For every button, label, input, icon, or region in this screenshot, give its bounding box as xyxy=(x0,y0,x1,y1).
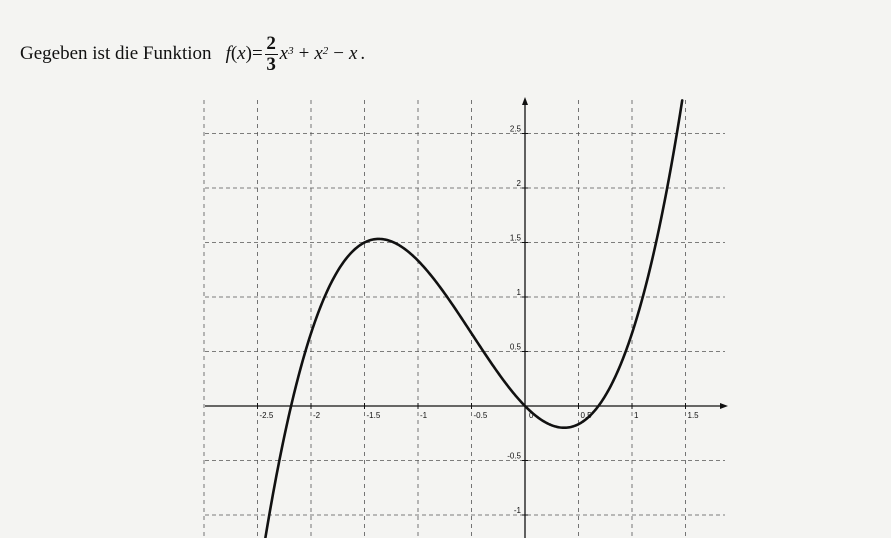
linear-term-variable: x xyxy=(348,43,358,64)
plus-sign: + xyxy=(298,43,310,64)
square-term-variable: x xyxy=(314,43,323,64)
y-tick-label: 0.5 xyxy=(510,343,522,352)
axes xyxy=(205,97,728,538)
y-tick-label: 2 xyxy=(517,179,522,188)
equals-sign: = xyxy=(251,43,263,64)
tick-labels: -2.5 -2 -1.5 -1 -0.5 0.5 1 1.5 -1 -0.5 0.5 1 1.5 2 2.5… xyxy=(260,125,700,516)
intro-text: Gegeben ist die Funktion xyxy=(20,43,212,64)
fraction-numerator: 2 xyxy=(266,32,276,54)
x-tick-label: -2 xyxy=(313,411,321,420)
cubic-exponent: 3 xyxy=(288,45,294,57)
final-period: . xyxy=(360,43,366,64)
y-tick-label: -0.5 xyxy=(507,452,521,461)
y-tick-label: 2.5 xyxy=(510,125,522,134)
square-exponent: 2 xyxy=(322,45,329,57)
minus-sign: − xyxy=(333,43,344,64)
origin-label: 0 xyxy=(529,411,534,420)
coefficient-fraction: 2 3 xyxy=(264,32,278,75)
task-statement: Gegeben ist die Funktion f ( x ) = 2 3 x… xyxy=(20,24,365,84)
y-tick-label: 1.5 xyxy=(510,234,522,243)
y-tick-label: -1 xyxy=(514,506,522,515)
x-tick-label: -1 xyxy=(420,411,428,420)
paren-open: ( xyxy=(230,43,238,64)
y-tick-label: 1 xyxy=(517,288,522,297)
function-variable: x xyxy=(237,43,246,64)
x-tick-label: 1.5 xyxy=(688,411,700,420)
x-tick-label: -1.5 xyxy=(367,411,381,420)
function-curve xyxy=(264,99,684,538)
curve-layer xyxy=(264,99,684,538)
paren-close: ) xyxy=(245,43,252,64)
x-tick-label: 0.5 xyxy=(581,411,593,420)
x-tick-label: -2.5 xyxy=(260,411,274,420)
fraction-denominator: 3 xyxy=(266,53,276,75)
x-tick-label: 1 xyxy=(634,411,639,420)
cubic-term-variable: x xyxy=(279,43,289,64)
grid xyxy=(203,100,725,538)
x-tick-label: -0.5 xyxy=(474,411,488,420)
function-name: f xyxy=(225,43,231,64)
fraction-bar xyxy=(264,53,278,55)
x-axis-arrow xyxy=(720,403,728,409)
y-axis-arrow xyxy=(522,97,528,105)
